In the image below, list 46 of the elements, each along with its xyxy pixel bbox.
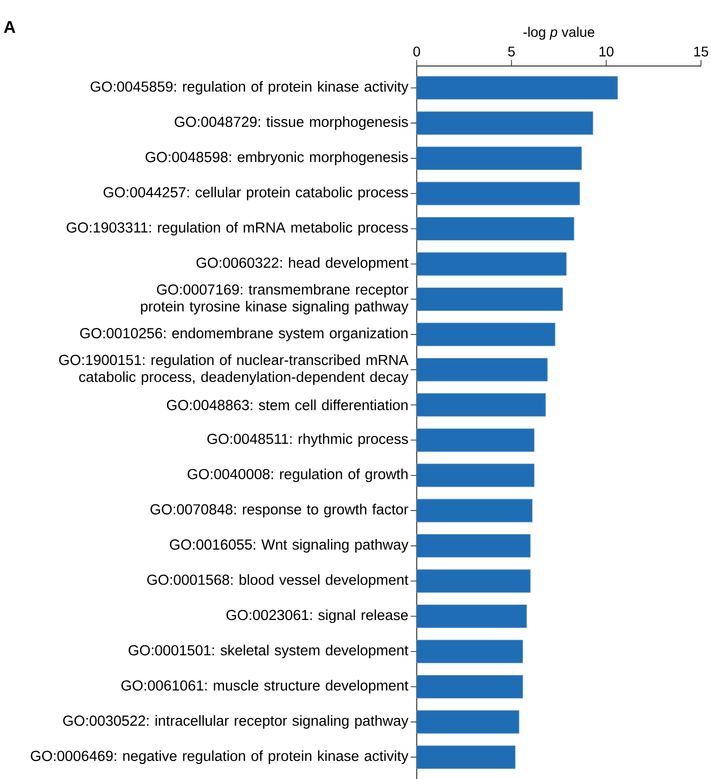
y-tick-label: GO:0001568: blood vessel development: [147, 574, 408, 588]
y-tick-label: GO:0045859: regulation of protein kinase activity: [90, 81, 408, 95]
y-tick-label: GO:0044257: cellular protein catabolic process: [104, 186, 408, 200]
bar: [416, 252, 567, 276]
bar: [416, 358, 548, 382]
bar: [416, 604, 527, 628]
y-tick-label: GO:0001501: skeletal system development: [128, 644, 408, 658]
x-tick-label: 0: [413, 46, 420, 56]
y-tick-label: GO:1903311: regulation of mRNA metabolic process: [66, 222, 408, 236]
bar: [416, 745, 516, 769]
bar: [416, 640, 524, 664]
bar: [416, 569, 531, 593]
bar: [416, 111, 594, 135]
y-tick-label: GO:0040008: regulation of growth: [188, 468, 408, 482]
x-tick-label: 5: [508, 46, 515, 56]
y-tick-label: GO:0010256: endomembrane system organization: [80, 328, 408, 342]
bar: [416, 287, 563, 311]
y-tick-label: GO:0016055: Wnt signaling pathway: [170, 539, 408, 553]
bar: [416, 322, 556, 346]
y-tick-label: GO:0048511: rhythmic process: [207, 433, 408, 447]
bar: [416, 464, 534, 488]
bar: [416, 534, 531, 558]
bar: [416, 498, 533, 522]
y-tick-label: GO:0030522: intracellular receptor signaling pathway: [63, 715, 408, 729]
y-tick-label: GO:0060322: head development: [196, 257, 408, 271]
bar: [416, 674, 524, 698]
x-axis-title: -log p value: [523, 26, 594, 40]
y-tick-label: GO:0048729: tissue morphogenesis: [174, 116, 408, 130]
x-tick-label: 10: [600, 46, 614, 56]
bar: [416, 76, 618, 100]
bar: [416, 182, 580, 206]
y-tick-label: GO:0006469: negative regulation of protein kinase activity: [30, 750, 408, 764]
bar: [416, 710, 520, 734]
y-tick-label: GO:0061061: muscle structure development: [121, 680, 408, 694]
bar: [416, 393, 546, 417]
bar: [416, 428, 534, 452]
text: A: [4, 21, 16, 33]
y-tick-label: GO:0048598: embryonic morphogenesis: [146, 152, 408, 166]
y-tick-label: GO:0007169: transmembrane receptor protein tyrosine kinase signaling pathway: [141, 284, 408, 314]
y-tick-label: GO:1900151: regulation of nuclear-transcribed mRNA catabolic process, deadenylation-dependent decay: [59, 354, 408, 385]
y-tick-label: GO:0070848: response to growth factor: [150, 504, 408, 518]
bar: [416, 146, 582, 170]
y-tick-label: GO:0048863: stem cell differentiation: [166, 400, 408, 410]
bar: [416, 217, 574, 241]
y-tick-label: GO:0023061: signal release: [226, 609, 408, 624]
x-tick-label: 15: [694, 46, 708, 56]
